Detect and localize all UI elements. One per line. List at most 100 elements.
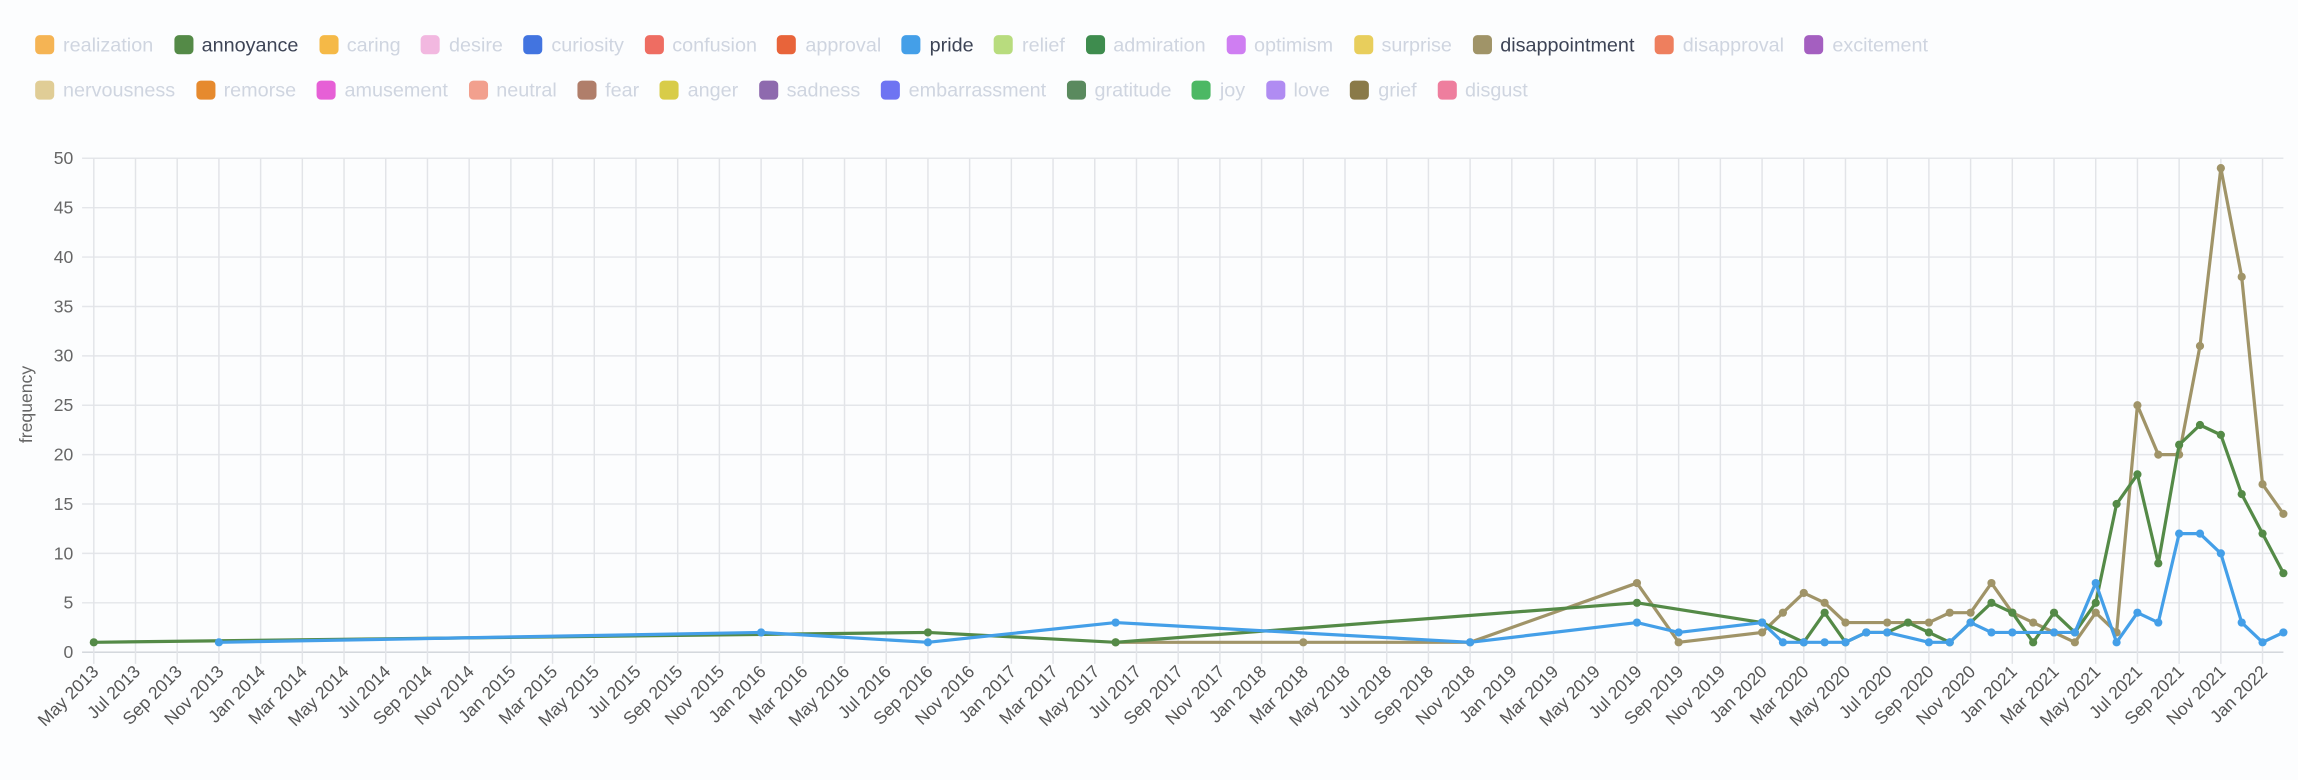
legend-label: love bbox=[1293, 79, 1330, 102]
data-point-annoyance bbox=[2008, 608, 2017, 617]
data-point-annoyance bbox=[2029, 638, 2038, 647]
data-point-annoyance bbox=[1111, 638, 1120, 647]
data-point-disappointment bbox=[2195, 341, 2205, 351]
legend-swatch bbox=[173, 35, 193, 55]
legend-item-annoyance[interactable]: annoyance bbox=[173, 34, 298, 56]
legend-label: excitement bbox=[1832, 33, 1929, 56]
data-point-pride bbox=[2195, 529, 2205, 538]
data-point-pride bbox=[1632, 618, 1642, 627]
data-point-pride bbox=[1674, 628, 1683, 637]
data-point-disappointment bbox=[1945, 608, 1954, 617]
legend-label: sadness bbox=[786, 79, 861, 102]
legend-swatch bbox=[1085, 35, 1105, 55]
data-point-pride bbox=[2112, 638, 2121, 647]
data-point-pride bbox=[1111, 618, 1120, 627]
legend-item-joy[interactable]: joy bbox=[1192, 79, 1245, 101]
data-point-pride bbox=[2091, 578, 2100, 588]
legend-item-nervousness[interactable]: nervousness bbox=[35, 79, 175, 101]
legend-label: disgust bbox=[1465, 79, 1528, 102]
data-point-annoyance bbox=[1924, 628, 1934, 637]
legend-label: remorse bbox=[223, 79, 297, 102]
legend-label: curiosity bbox=[551, 33, 624, 56]
legend-item-disapproval[interactable]: disapproval bbox=[1654, 33, 1785, 56]
legend-label: fear bbox=[605, 79, 640, 102]
legend-swatch bbox=[1472, 35, 1492, 55]
data-point-annoyance bbox=[1820, 608, 1829, 617]
legend-swatch bbox=[758, 80, 778, 100]
legend-label: nervousness bbox=[63, 79, 176, 102]
legend-item-pride[interactable]: pride bbox=[901, 34, 974, 56]
data-point-disappointment bbox=[1778, 608, 1788, 617]
legend-item-disappointment[interactable]: disappointment bbox=[1472, 34, 1634, 56]
data-point-pride bbox=[2070, 628, 2079, 637]
legend-item-excitement[interactable]: excitement bbox=[1804, 33, 1929, 56]
legend-item-grief[interactable]: grief bbox=[1350, 79, 1417, 102]
data-point-annoyance bbox=[2049, 608, 2059, 617]
data-point-annoyance bbox=[2091, 598, 2100, 607]
legend-item-relief[interactable]: relief bbox=[994, 34, 1065, 56]
series-line-annoyance bbox=[93, 423, 2285, 644]
data-point-pride bbox=[1799, 638, 1808, 647]
legend-item-sadness[interactable]: sadness bbox=[758, 79, 861, 102]
data-point-pride bbox=[214, 638, 224, 647]
data-point-pride bbox=[923, 638, 933, 647]
legend-swatch bbox=[1226, 35, 1246, 55]
legend-item-desire[interactable]: desire bbox=[421, 34, 503, 56]
legend-label: disapproval bbox=[1682, 33, 1785, 56]
legend-item-curiosity[interactable]: curiosity bbox=[523, 33, 624, 56]
legend-item-neutral[interactable]: neutral bbox=[468, 79, 557, 101]
data-point-pride bbox=[2237, 618, 2246, 627]
data-point-disappointment bbox=[2216, 164, 2225, 173]
data-point-pride bbox=[2049, 628, 2059, 637]
data-point-disappointment bbox=[2029, 618, 2038, 627]
legend-item-caring[interactable]: caring bbox=[318, 33, 401, 56]
legend-item-disgust[interactable]: disgust bbox=[1437, 79, 1528, 101]
data-point-annoyance bbox=[2279, 569, 2288, 578]
legend-swatch bbox=[1350, 80, 1370, 100]
legend-item-surprise[interactable]: surprise bbox=[1353, 34, 1452, 56]
legend-row: realization annoyance caring desire curiosit… bbox=[35, 34, 1928, 56]
data-point-disappointment bbox=[1987, 578, 1996, 588]
legend-item-embarrassment[interactable]: embarrassment bbox=[880, 79, 1046, 101]
legend-item-amusement[interactable]: amusement bbox=[316, 79, 448, 101]
data-point-disappointment bbox=[2258, 480, 2267, 489]
data-point-disappointment bbox=[2091, 608, 2100, 617]
legend-label: confusion bbox=[672, 33, 757, 56]
data-point-disappointment bbox=[2279, 509, 2288, 519]
legend-label: gratitude bbox=[1094, 79, 1172, 102]
legend-label: desire bbox=[449, 33, 503, 56]
legend-label: approval bbox=[805, 33, 882, 56]
legend-item-love[interactable]: love bbox=[1265, 79, 1330, 102]
legend-item-confusion[interactable]: confusion bbox=[644, 34, 757, 56]
data-point-pride bbox=[1987, 628, 1996, 637]
y-tick-label: 10 bbox=[54, 543, 74, 563]
x-tick-label: May 2013 bbox=[34, 661, 103, 730]
data-point-pride bbox=[1841, 638, 1850, 647]
legend-item-gratitude[interactable]: gratitude bbox=[1066, 79, 1172, 102]
y-tick-label: 45 bbox=[54, 198, 74, 218]
legend-label: caring bbox=[346, 33, 401, 56]
legend-item-remorse[interactable]: remorse bbox=[195, 79, 297, 102]
data-point-annoyance bbox=[2112, 499, 2121, 509]
legend-swatch bbox=[1804, 35, 1824, 55]
legend-swatch bbox=[659, 80, 679, 100]
legend-label: grief bbox=[1378, 79, 1417, 102]
legend-item-fear[interactable]: fear bbox=[577, 79, 639, 101]
legend-item-optimism[interactable]: optimism bbox=[1226, 34, 1333, 56]
data-point-disappointment bbox=[1674, 638, 1683, 647]
legend-item-admiration[interactable]: admiration bbox=[1085, 33, 1206, 56]
data-point-disappointment bbox=[1841, 618, 1850, 627]
data-point-disappointment bbox=[2070, 638, 2079, 647]
legend-item-realization[interactable]: realization bbox=[35, 34, 153, 56]
legend-item-anger[interactable]: anger bbox=[659, 79, 738, 101]
legend-swatch bbox=[421, 35, 441, 55]
data-point-pride bbox=[1778, 638, 1788, 647]
data-point-pride bbox=[1924, 638, 1934, 647]
legend-item-approval[interactable]: approval bbox=[777, 34, 881, 56]
legend-row: nervousness remorse amusement neutral fear an… bbox=[35, 79, 1528, 101]
legend-swatch bbox=[35, 80, 55, 100]
legend-label: admiration bbox=[1113, 33, 1206, 56]
data-point-disappointment bbox=[2237, 272, 2246, 281]
data-point-pride bbox=[2008, 628, 2017, 637]
legend-swatch bbox=[644, 35, 664, 55]
